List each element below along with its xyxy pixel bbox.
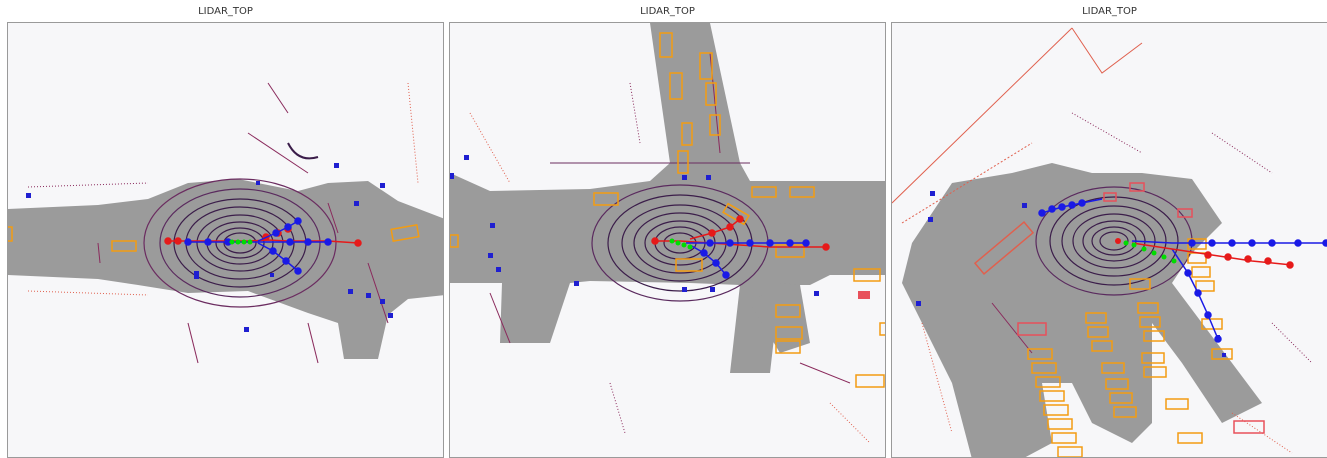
lidar-scatter	[27, 82, 419, 364]
vehicle-boxes	[1027, 238, 1233, 457]
bev-frame	[7, 22, 444, 458]
trajectory-blue	[184, 217, 332, 275]
trajectory-red	[1131, 242, 1294, 269]
vehicle-boxes	[450, 32, 885, 388]
ego-history	[669, 238, 693, 250]
bev-frame	[891, 22, 1327, 458]
panel-1: LIDAR_TOP	[7, 0, 444, 458]
ego-marker	[1115, 238, 1121, 244]
ego-history	[1123, 240, 1177, 264]
vehicle-boxes	[8, 223, 420, 252]
pedestrian-boxes	[26, 163, 393, 332]
trajectory-blue	[686, 239, 810, 279]
panel-title: LIDAR_TOP	[1082, 6, 1137, 17]
trajectory-red	[651, 215, 830, 251]
bev-frame	[449, 22, 886, 458]
bev-canvas	[8, 82, 443, 364]
panel-title: LIDAR_TOP	[198, 6, 253, 17]
other-boxes	[858, 291, 870, 299]
lidar-rings	[1035, 186, 1193, 296]
panel-3: LIDAR_TOP	[891, 0, 1327, 458]
drivable-area	[450, 23, 885, 373]
bev-canvas	[450, 23, 885, 444]
panel-2: LIDAR_TOP	[449, 0, 886, 458]
pedestrian-boxes	[450, 155, 819, 296]
trajectory-blue	[1038, 198, 1327, 343]
ego-history	[229, 239, 253, 245]
other-boxes	[973, 182, 1265, 434]
bev-canvas	[892, 27, 1327, 457]
drivable-area	[902, 163, 1262, 457]
panel-title: LIDAR_TOP	[640, 6, 695, 17]
